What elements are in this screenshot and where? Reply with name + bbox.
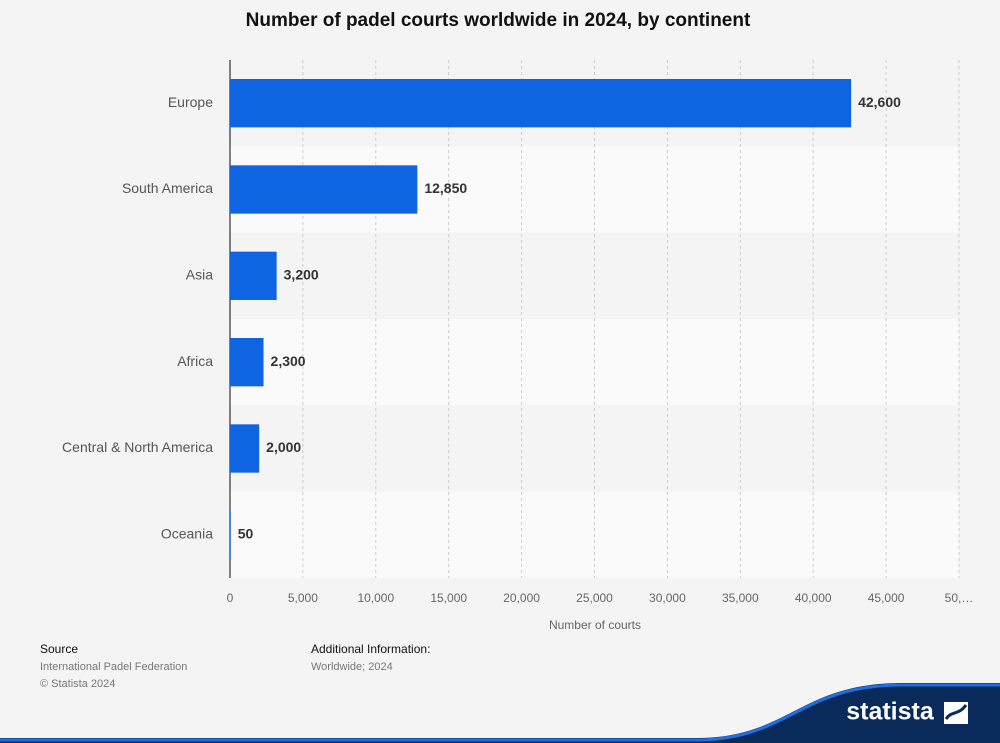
logo: statista	[846, 698, 935, 726]
x-axis-label: Number of courts	[549, 618, 641, 632]
x-tick-label: 10,000	[357, 591, 394, 605]
x-tick-label: 0	[227, 591, 234, 605]
grid: 0 5,000 10,000 15,000 20,000 25,000 30,000 35,0…	[227, 60, 974, 605]
copyright: © Statista 2024	[40, 678, 115, 690]
x-tick-label: 25,000	[576, 591, 613, 605]
value-label: 50	[238, 526, 254, 542]
bar	[230, 424, 260, 473]
logo-icon-stroke	[944, 704, 968, 720]
marks: Europe 42,600 South America 12,850 Asia 3,200…	[62, 78, 901, 560]
chart-title: Number of padel courts worldwide in 2024…	[246, 10, 751, 31]
value-label: 2,000	[266, 439, 301, 455]
x-tick-label: 30,000	[649, 591, 686, 605]
bar	[230, 251, 277, 301]
source-heading: Source	[40, 642, 78, 656]
bar	[230, 78, 852, 128]
x-tick-label: 35,000	[722, 591, 759, 605]
footer-wave	[0, 683, 1000, 743]
x-tick-label: 15,000	[430, 591, 467, 605]
bar	[230, 165, 418, 214]
value-label: 3,200	[284, 267, 319, 283]
x-tick-label: 45,000	[868, 591, 905, 605]
x-tick-label: 40,000	[795, 591, 832, 605]
value-label: 42,600	[858, 94, 901, 110]
y-tick-label: Asia	[186, 267, 213, 283]
y-tick-label: South America	[122, 180, 213, 196]
footer-wave-line	[0, 683, 1000, 742]
row-band	[230, 405, 959, 492]
x-tick-label: 5,000	[288, 591, 318, 605]
info-heading: Additional Information:	[311, 642, 430, 656]
y-tick-label: Central & North America	[62, 439, 213, 455]
bar	[230, 337, 264, 387]
y-tick-label: Africa	[177, 353, 213, 369]
x-tick-label: 50,…	[945, 591, 974, 605]
source: International Padel Federation	[40, 661, 187, 673]
y-tick-label: Oceania	[161, 526, 213, 542]
value-label: 12,850	[424, 180, 467, 196]
value-label: 2,300	[271, 353, 306, 369]
y-tick-label: Europe	[168, 94, 213, 110]
x-tick-label: 20,000	[503, 591, 540, 605]
bar	[230, 510, 231, 560]
info: Worldwide; 2024	[311, 661, 393, 673]
